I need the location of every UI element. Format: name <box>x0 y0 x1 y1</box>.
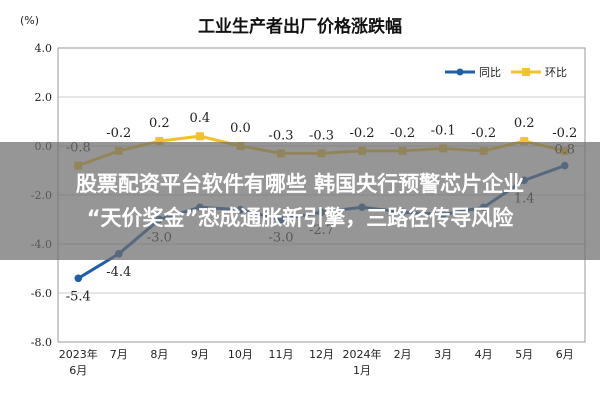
x-tick-label-line2: 1月 <box>353 364 371 377</box>
data-label: -0.3 <box>309 128 334 143</box>
data-label: -0.2 <box>471 126 496 141</box>
legend: 同比 环比 <box>445 66 567 79</box>
legend-marker <box>522 68 530 76</box>
legend-label: 环比 <box>545 66 567 79</box>
data-point <box>195 132 204 141</box>
x-tick-label: 2024年 <box>343 347 382 361</box>
headline-line-1: 股票配资平台软件有哪些 韩国央行预警芯片企业 <box>75 172 525 196</box>
y-tick-label: 2.0 <box>35 91 53 104</box>
legend-label: 同比 <box>479 66 501 79</box>
x-tick-label: 2023年 <box>59 347 98 361</box>
legend-marker <box>456 68 464 76</box>
data-point <box>74 274 83 283</box>
data-label: -0.1 <box>431 123 456 138</box>
x-tick-label: 8月 <box>150 348 168 361</box>
y-tick-label: -8.0 <box>31 336 52 349</box>
data-label: -0.2 <box>349 126 374 141</box>
headline-line-2: “天价奖金”恐成通胀新引擎，三路径传导风险 <box>86 206 514 230</box>
data-label: -4.4 <box>106 265 131 280</box>
x-tick-label: 11月 <box>268 348 293 361</box>
y-tick-label: 4.0 <box>35 42 53 55</box>
y-tick-label: -6.0 <box>31 287 52 300</box>
headline-banner: 股票配资平台软件有哪些 韩国央行预警芯片企业 “天价奖金”恐成通胀新引擎，三路径… <box>0 142 600 260</box>
data-label: -0.2 <box>390 126 415 141</box>
data-point <box>520 137 529 146</box>
x-tick-label: 4月 <box>475 348 493 361</box>
data-label: 0.4 <box>190 111 211 126</box>
data-label: -0.3 <box>268 128 293 143</box>
data-label: -5.4 <box>66 289 91 304</box>
data-label: -0.2 <box>106 126 131 141</box>
x-tick-label: 10月 <box>228 348 253 361</box>
x-tick-label-line2: 6月 <box>69 364 87 377</box>
x-tick-label: 12月 <box>309 348 334 361</box>
data-point <box>155 137 164 146</box>
chart-title: 工业生产者出厂价格涨跌幅 <box>198 16 402 37</box>
x-tick-label: 2月 <box>394 348 412 361</box>
x-tick-label: 7月 <box>110 348 128 361</box>
data-label: 0.0 <box>230 121 251 136</box>
y-axis-unit: (%) <box>20 14 39 27</box>
x-tick-label: 9月 <box>191 348 209 361</box>
x-tick-label: 5月 <box>515 348 533 361</box>
data-label: 0.2 <box>514 116 535 131</box>
x-tick-label: 6月 <box>556 348 574 361</box>
x-tick-label: 3月 <box>434 348 452 361</box>
data-label: -0.2 <box>552 126 577 141</box>
data-label: 0.2 <box>149 116 170 131</box>
